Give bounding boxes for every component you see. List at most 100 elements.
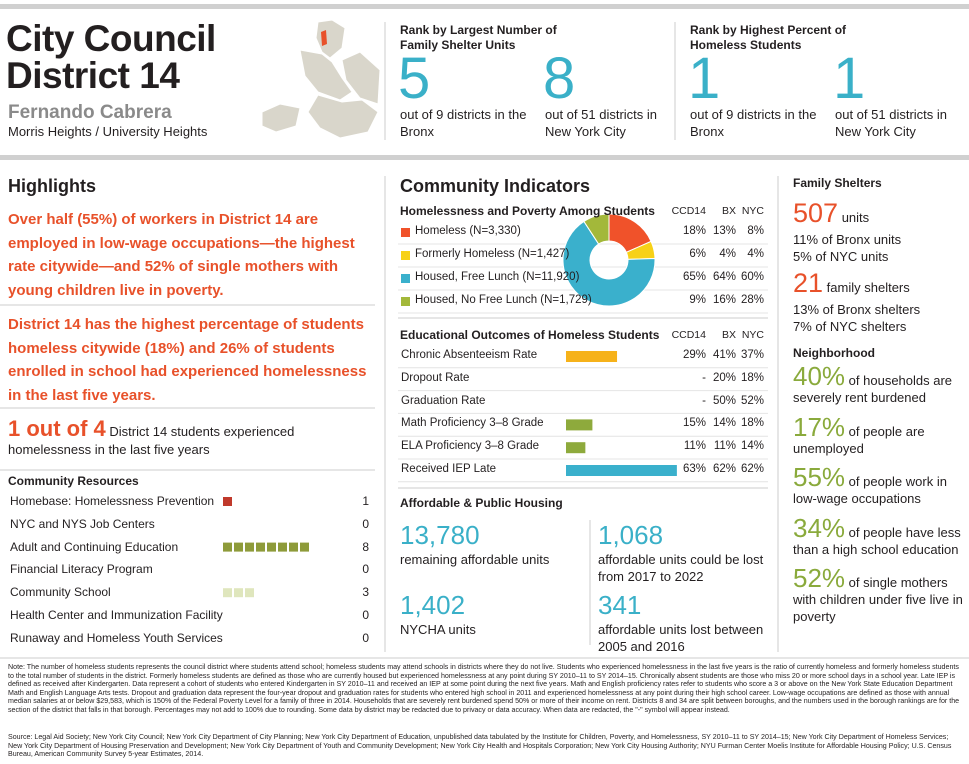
- table-value: 60%: [740, 271, 764, 283]
- footnote: Note: The number of homeless students re…: [8, 663, 960, 714]
- subsection-title: Neighborhood: [793, 346, 875, 360]
- shelter-line: 13% of Bronx shelters: [793, 302, 921, 317]
- housing-text: affordable units could be lost from 2017…: [598, 552, 764, 584]
- donut-segment: [583, 213, 610, 245]
- table-value: 65%: [682, 271, 706, 283]
- rank-number: 5: [398, 46, 431, 111]
- resource-name: Adult and Continuing Education: [10, 539, 179, 554]
- resource-square: [223, 542, 232, 552]
- resource-square: [234, 588, 243, 598]
- shelter-unit: units: [841, 210, 870, 225]
- rank-number: 1: [833, 46, 866, 111]
- rank-number: 1: [688, 46, 721, 111]
- column-header: BX: [721, 205, 736, 217]
- housing-text: remaining affordable units: [400, 552, 550, 567]
- housing-number: 341: [598, 590, 642, 620]
- bar: [566, 465, 677, 476]
- housing-text: affordable units lost between 2005 and 2…: [598, 622, 764, 654]
- resource-name: Homebase: Homelessness Prevention: [10, 494, 215, 508]
- neighborhood-stat: 40% of households are severely rent burd…: [793, 363, 965, 406]
- section-rule: [0, 155, 969, 160]
- source: Source: Legal Aid Society; New York City…: [8, 733, 952, 759]
- shelter-stat: 507 units: [793, 198, 869, 229]
- resource-square: [300, 542, 309, 552]
- row-label: Math Proficiency 3–8 Grade: [401, 417, 544, 430]
- legend-swatch: [401, 228, 410, 237]
- column-header: NYC: [741, 329, 764, 341]
- row-label: Housed, Free Lunch (N=11,920): [415, 271, 580, 283]
- legend-swatch: [401, 297, 410, 306]
- housing-number: 1,402: [400, 590, 466, 620]
- resource-square: [234, 542, 243, 552]
- table-value: -: [702, 394, 706, 407]
- table-value: 15%: [682, 417, 706, 430]
- resource-count: 0: [362, 630, 369, 645]
- resource-count: 0: [362, 516, 369, 531]
- subsection-title: Family Shelters: [793, 176, 882, 190]
- table-value: 11%: [713, 440, 736, 453]
- resource-square: [278, 542, 287, 552]
- neighborhood-stat: 52% of single mothers with children unde…: [793, 565, 965, 625]
- resource-square: [289, 542, 298, 552]
- bar: [566, 442, 586, 454]
- table-value: 62%: [740, 463, 764, 475]
- neighborhood-number: 17%: [793, 411, 846, 442]
- district-marker: [321, 30, 327, 46]
- row-label: Received IEP Late: [401, 463, 497, 475]
- table-value: 6%: [689, 248, 706, 260]
- highlight-stat: 1 out of 4 District 14 students experien…: [8, 418, 328, 459]
- resource-square: [267, 542, 276, 552]
- resource-count: 3: [362, 585, 369, 600]
- table-value: 50%: [712, 394, 736, 407]
- resource-square: [256, 542, 265, 552]
- neighborhood-stat: 55% of people work in low-wage occupatio…: [793, 464, 965, 507]
- shelter-line: 11% of Bronx units: [793, 232, 902, 247]
- resource-count: 8: [362, 539, 369, 554]
- table-value: 37%: [740, 349, 764, 361]
- rank-number: 8: [543, 46, 576, 111]
- neighborhood-text: of single mothers with children under fi…: [793, 575, 963, 624]
- shelter-line: 7% of NYC shelters: [793, 318, 907, 334]
- row-label: Homeless (N=3,330): [415, 225, 521, 237]
- table-value: 11%: [683, 440, 706, 453]
- table-value: 9%: [689, 294, 706, 306]
- rank-text: out of 51 districts in New York City: [835, 107, 947, 139]
- table-value: 14%: [740, 440, 764, 453]
- table-title: Homelessness and Poverty Among Students: [400, 204, 655, 218]
- rank-text: out of 9 districts in the Bronx: [690, 107, 817, 139]
- bar: [566, 419, 593, 431]
- resource-square: [223, 497, 232, 506]
- row-label: Chronic Absenteeism Rate: [401, 349, 538, 361]
- legend-swatch: [401, 274, 410, 283]
- neighborhood-stat: 34% of people have less than a high scho…: [793, 515, 965, 558]
- resource-count: 0: [362, 608, 369, 622]
- shelter-stat: 21 family shelters: [793, 268, 910, 299]
- row-label: Graduation Rate: [401, 394, 486, 407]
- bar: [566, 351, 618, 362]
- rank-title: Rank by Largest Number of Family Shelter…: [400, 23, 557, 52]
- table-value: 62%: [712, 463, 736, 475]
- table-value: 41%: [712, 349, 736, 361]
- row-label: Formerly Homeless (N=1,427): [415, 248, 570, 260]
- title-line: City Council: [6, 18, 216, 59]
- row-label: ELA Proficiency 3–8 Grade: [401, 440, 540, 453]
- resource-name: Community School: [10, 585, 111, 600]
- resource-square: [245, 542, 254, 552]
- table-title: Educational Outcomes of Homeless Student…: [400, 328, 660, 342]
- resource-count: 0: [362, 562, 369, 577]
- table-value: 64%: [712, 271, 736, 283]
- shelter-unit: family shelters: [826, 280, 910, 295]
- table-value: 18%: [740, 371, 764, 384]
- neighborhood-stat: 17% of people are unemployed: [793, 414, 965, 457]
- table-value: 52%: [740, 394, 764, 407]
- neighborhood-text: of households are severely rent burdened: [793, 373, 953, 405]
- resource-count: 1: [362, 494, 369, 508]
- resource-name: NYC and NYS Job Centers: [10, 516, 155, 531]
- table-value: 29%: [682, 349, 706, 361]
- column-header: CCD14: [671, 205, 706, 217]
- resource-name: Runaway and Homeless Youth Services: [10, 630, 223, 645]
- stat-text: District 14 students experienced homeles…: [8, 424, 295, 457]
- table-value: 18%: [682, 225, 706, 237]
- table-value: 20%: [712, 371, 736, 384]
